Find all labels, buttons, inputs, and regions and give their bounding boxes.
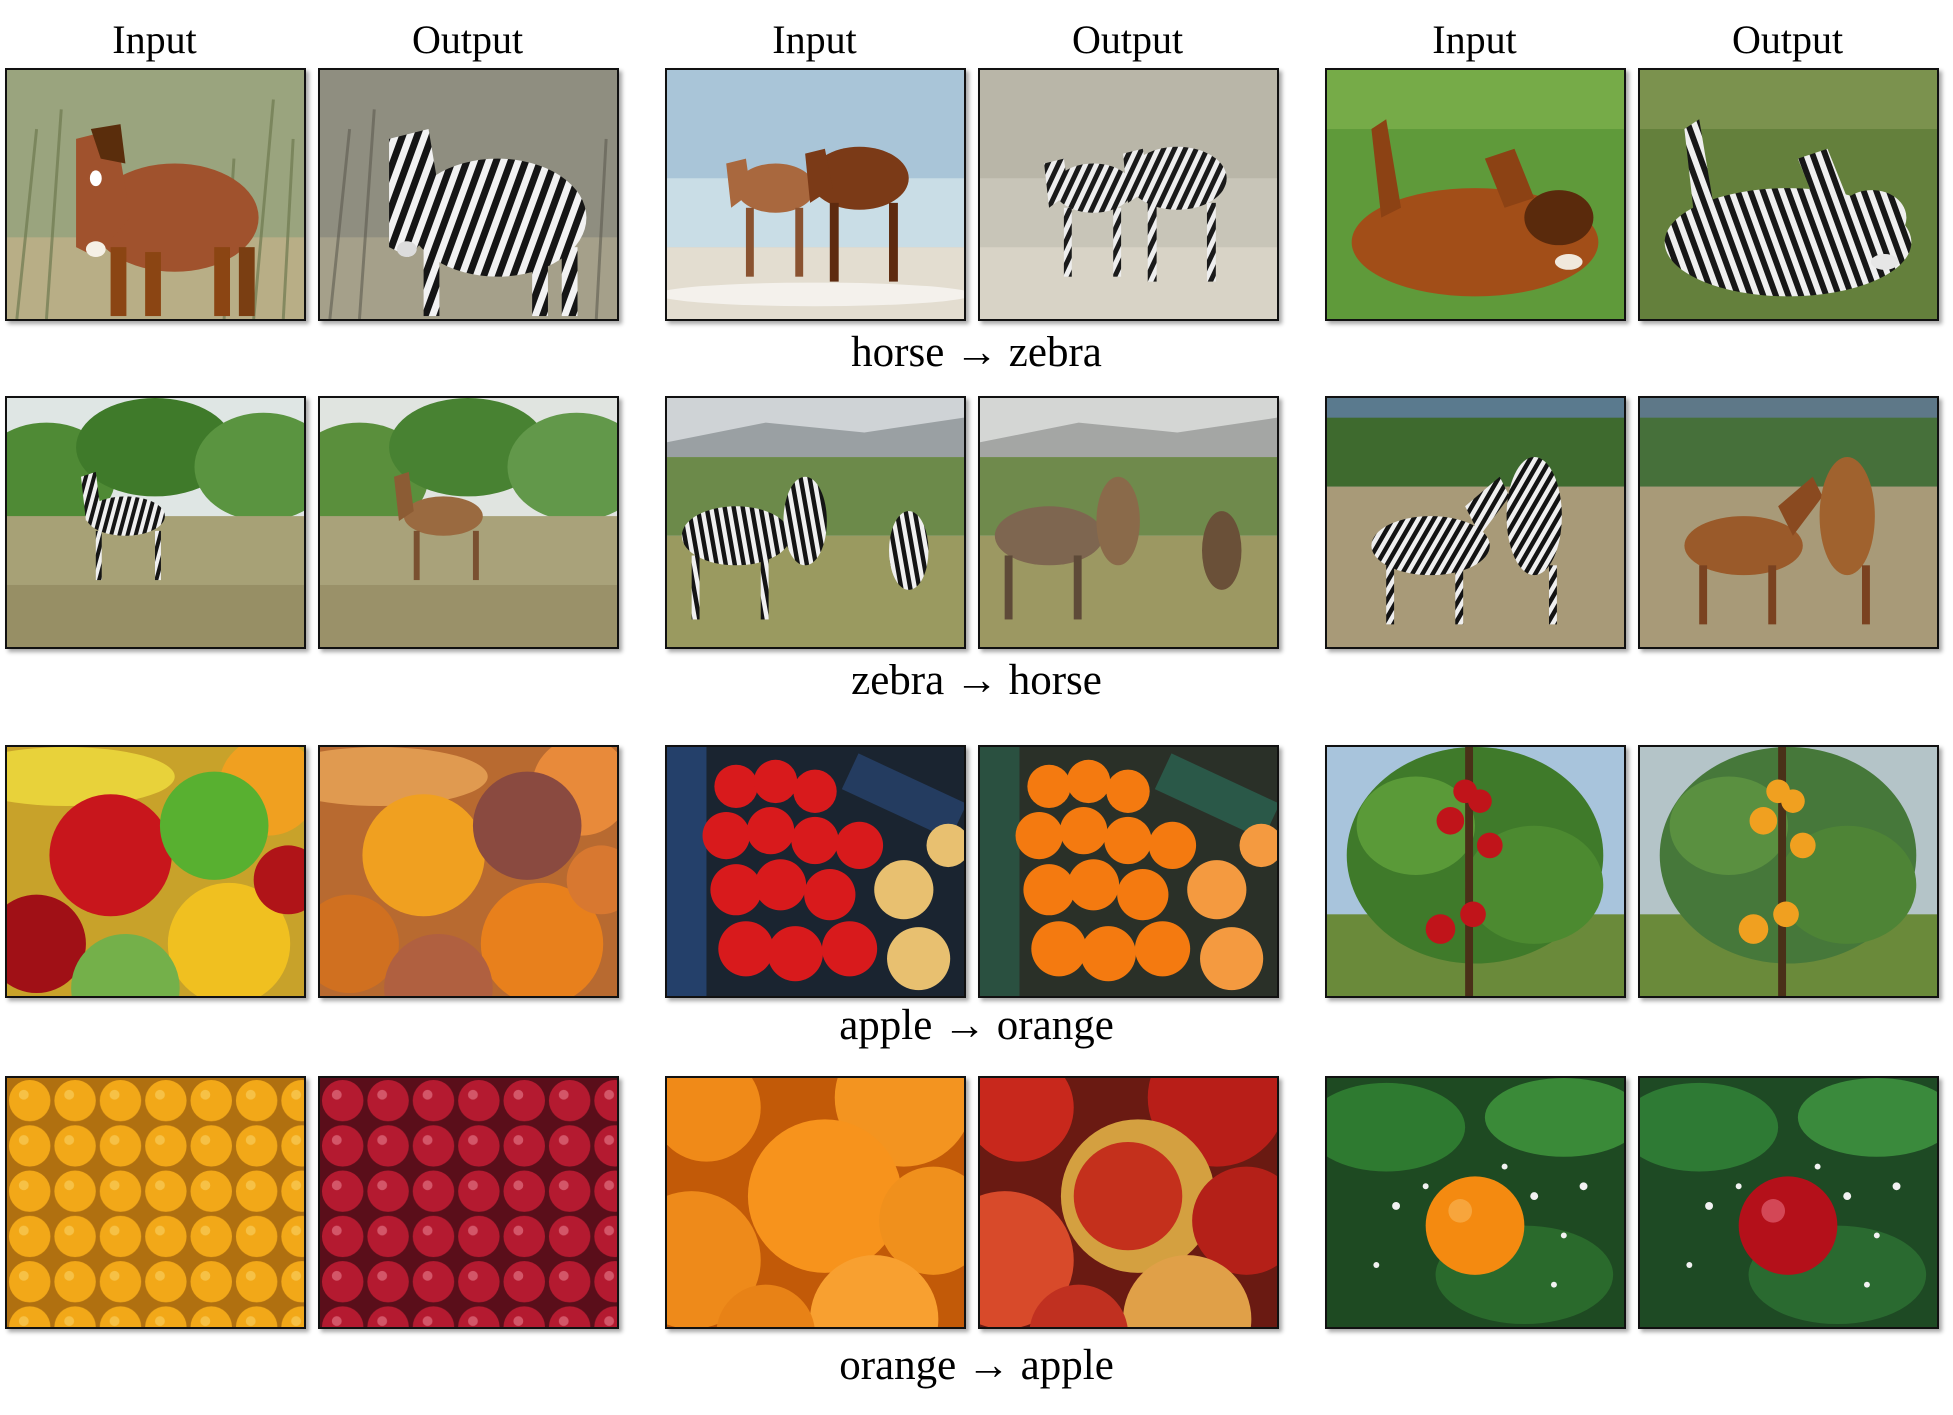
image-zebra-input-6 bbox=[1325, 396, 1626, 649]
image-horse-input-2 bbox=[665, 68, 966, 321]
image-orange-output-8 bbox=[978, 745, 1279, 998]
image-orange-output-9 bbox=[1638, 745, 1939, 998]
column-header-output-1: Output bbox=[411, 17, 524, 62]
image-horse-output-5 bbox=[978, 396, 1279, 649]
image-zebra-output-2 bbox=[978, 68, 1279, 321]
column-header-input-3: Input bbox=[1432, 17, 1517, 62]
image-horse-input-3 bbox=[1325, 68, 1626, 321]
image-orange-input-12 bbox=[1325, 1076, 1626, 1329]
image-horse-input-1 bbox=[5, 68, 306, 321]
caption-apple-to-orange: apple → orange bbox=[839, 1002, 1114, 1049]
caption-horse-to-zebra: horse → zebra bbox=[851, 329, 1102, 376]
image-zebra-output-3 bbox=[1638, 68, 1939, 321]
image-orange-input-11 bbox=[665, 1076, 966, 1329]
column-header-input-2: Input bbox=[772, 17, 857, 62]
column-header-output-2: Output bbox=[1071, 17, 1184, 62]
image-apple-output-12 bbox=[1638, 1076, 1939, 1329]
image-apple-input-7 bbox=[5, 745, 306, 998]
image-horse-output-4 bbox=[318, 396, 619, 649]
image-zebra-input-4 bbox=[5, 396, 306, 649]
image-apple-output-10 bbox=[318, 1076, 619, 1329]
caption-orange-to-apple: orange → apple bbox=[839, 1342, 1114, 1389]
column-header-output-3: Output bbox=[1731, 17, 1844, 62]
image-apple-input-8 bbox=[665, 745, 966, 998]
image-orange-input-10 bbox=[5, 1076, 306, 1329]
image-zebra-output-1 bbox=[318, 68, 619, 321]
image-horse-output-6 bbox=[1638, 396, 1939, 649]
caption-zebra-to-horse: zebra → horse bbox=[851, 657, 1102, 704]
image-apple-output-11 bbox=[978, 1076, 1279, 1329]
image-orange-output-7 bbox=[318, 745, 619, 998]
column-header-input-1: Input bbox=[112, 17, 197, 62]
image-apple-input-9 bbox=[1325, 745, 1626, 998]
image-zebra-input-5 bbox=[665, 396, 966, 649]
